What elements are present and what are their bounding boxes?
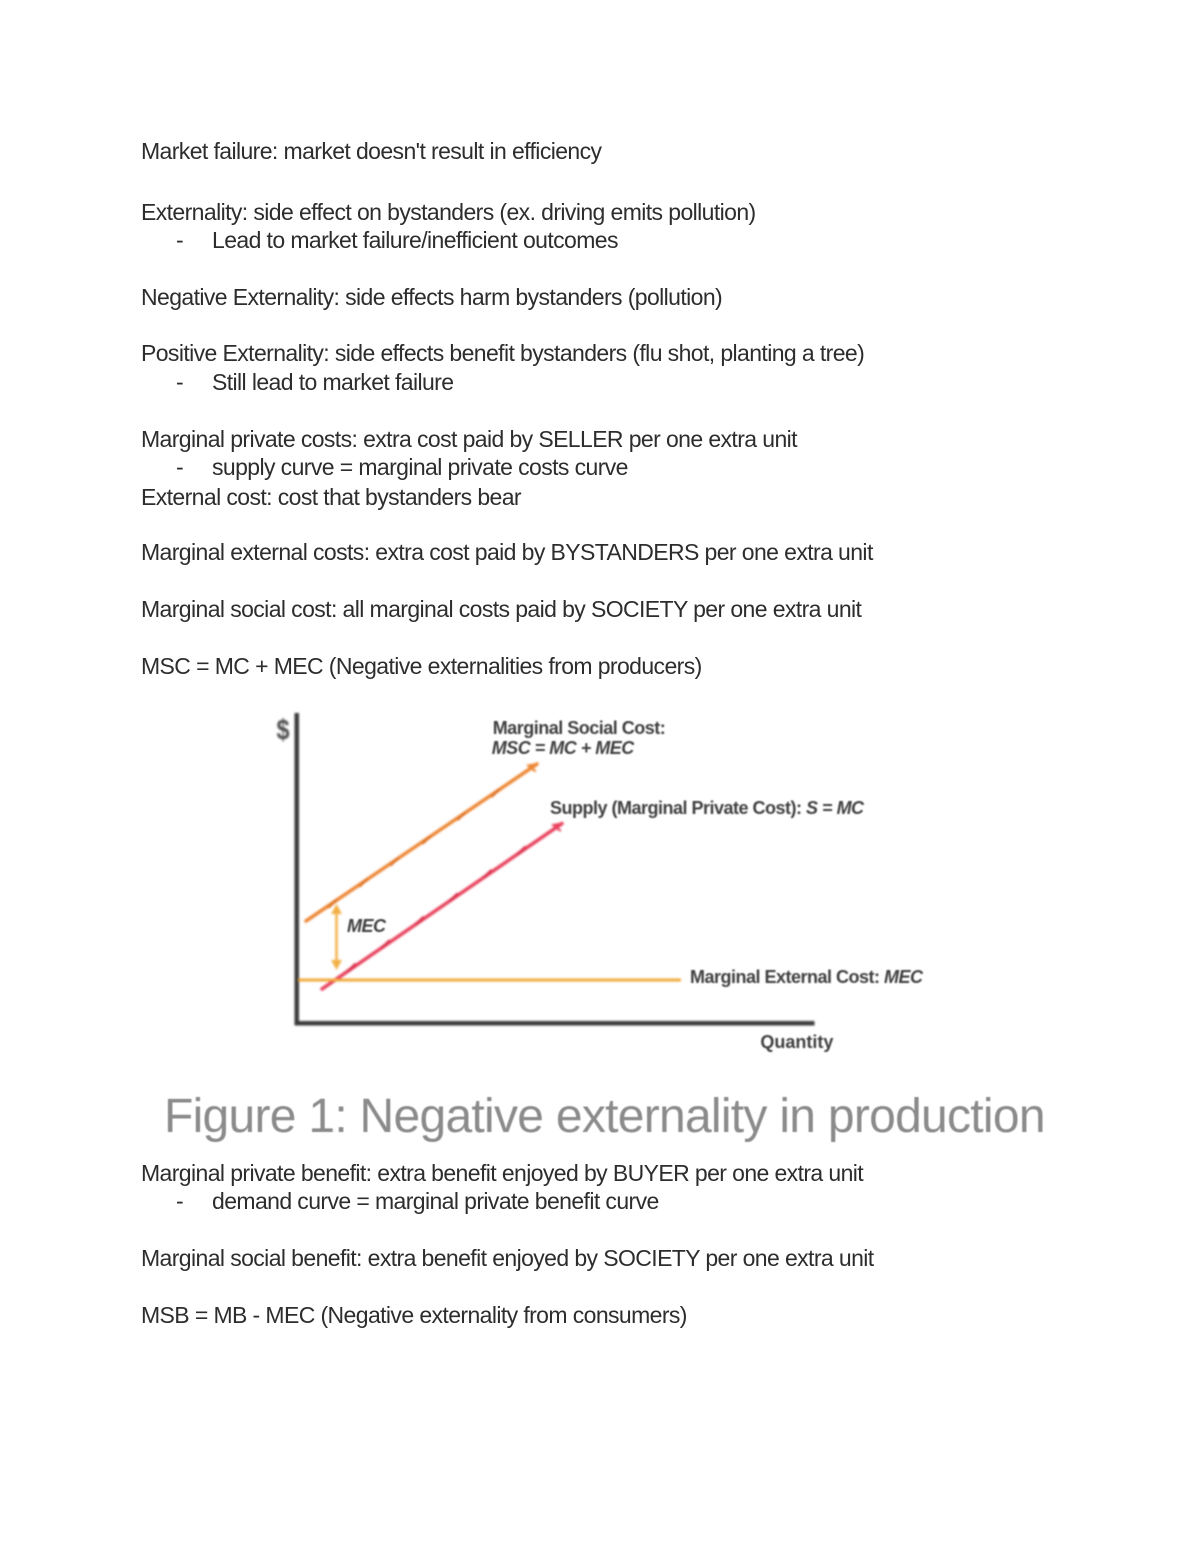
- svg-text:$: $: [277, 715, 290, 747]
